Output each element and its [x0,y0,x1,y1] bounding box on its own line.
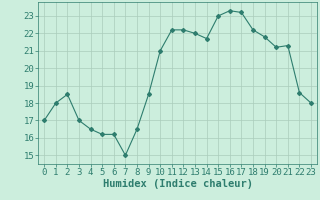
X-axis label: Humidex (Indice chaleur): Humidex (Indice chaleur) [103,179,252,189]
